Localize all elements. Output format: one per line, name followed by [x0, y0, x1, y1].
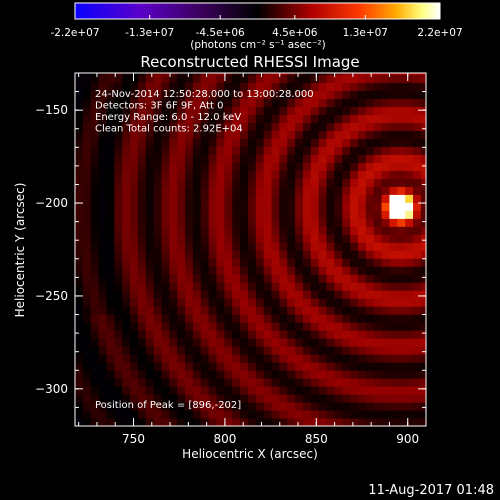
info-line: Clean Total counts: 2.92E+04: [95, 124, 243, 135]
y-tick-label: −300: [35, 382, 68, 396]
plot-frame: [74, 72, 427, 427]
footer-date: 11-Aug-2017 01:48: [368, 483, 494, 498]
y-tick-label: −200: [35, 196, 68, 210]
colorbar-tick-label: -2.2e+07: [50, 27, 99, 39]
x-tick-label: 900: [396, 432, 419, 446]
y-axis-label: Heliocentric Y (arcsec): [13, 183, 27, 318]
colorbar-ticks: -2.2e+07 -1.3e+07 -4.5e+06 4.5e+06 1.3e+07 2.…: [50, 15, 463, 39]
x-axis-label: Heliocentric X (arcsec): [182, 447, 318, 461]
info-line: Energy Range: 6.0 - 12.0 keV: [95, 112, 241, 123]
colorbar-tick-label: 4.5e+06: [272, 27, 318, 39]
info-line: 24-Nov-2014 12:50:28.000 to 13:00:28.000: [95, 89, 314, 100]
axis-ticks: 750 800 850 900 −150 −200 −250 −300: [35, 73, 426, 446]
colorbar-tick-label: -1.3e+07: [125, 27, 174, 39]
info-text: 24-Nov-2014 12:50:28.000 to 13:00:28.000…: [95, 89, 314, 135]
colorbar-tick-label: -4.5e+06: [196, 27, 245, 39]
x-tick-label: 750: [122, 432, 145, 446]
y-tick-label: −250: [35, 289, 68, 303]
chart-title: Reconstructed RHESSI Image: [140, 53, 359, 71]
info-line: Detectors: 3F 6F 9F, Att 0: [95, 101, 223, 112]
x-tick-label: 800: [213, 432, 236, 446]
colorbar-tick-label: 2.2e+07: [417, 27, 462, 39]
peak-position-text: Position of Peak = [896,-202]: [95, 400, 241, 411]
y-tick-label: −150: [35, 103, 68, 117]
colorbar-unit-label: (photons cm⁻² s⁻¹ asec⁻²): [190, 39, 325, 51]
x-tick-label: 850: [305, 432, 328, 446]
heatmap-image: [75, 73, 426, 426]
colorbar-tick-label: 1.3e+07: [343, 27, 388, 39]
colorbar: [74, 2, 441, 20]
